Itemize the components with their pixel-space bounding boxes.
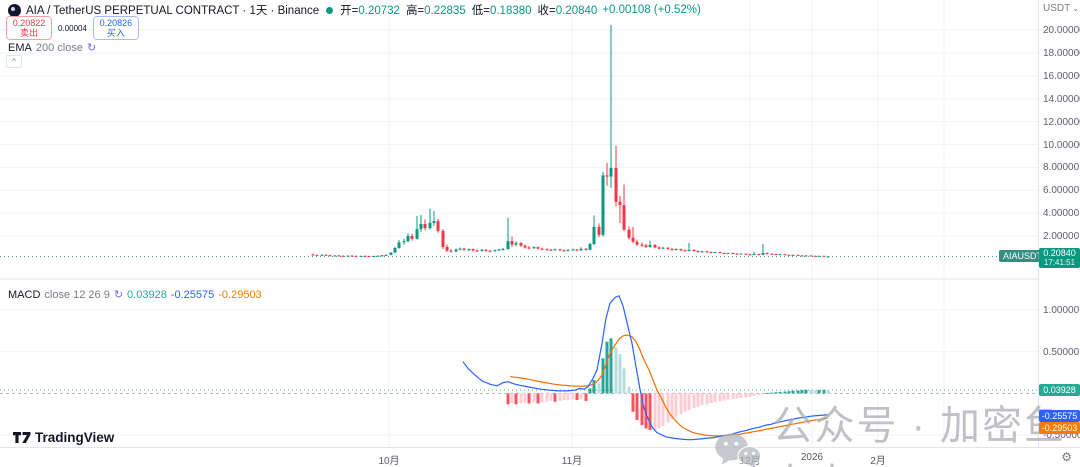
chevron-up-icon: ^: [12, 57, 16, 66]
sell-label: 卖出: [19, 28, 38, 38]
last-price-badge: 0.20840 17:41:51: [1039, 247, 1080, 268]
time-axis-label: 2026: [800, 452, 824, 463]
ohlc-item: 低=0.18380: [471, 5, 532, 17]
macd-signal-value: -0.29503: [218, 288, 262, 301]
axis-tick-label: 14.00000: [1043, 93, 1080, 105]
time-axis[interactable]: ⚙ 10月 11月 12月 2026 2月: [0, 447, 1080, 467]
axis-tick-label: 4.00000: [1043, 208, 1080, 220]
symbol-title[interactable]: AIA / TetherUS PERPETUAL CONTRACT · 1天 ·…: [26, 5, 320, 17]
ohlc-item: 开=0.20732: [340, 5, 400, 17]
macd-signal-badge: -0.29503: [1039, 421, 1080, 434]
ohlc-item: 收=0.20840: [537, 5, 598, 17]
market-status-dot: [326, 6, 334, 14]
sell-price: 0.20822: [12, 18, 46, 28]
buy-price: 0.20826: [99, 18, 133, 28]
last-price-value: 0.20840: [1043, 247, 1076, 258]
currency-label: USDT: [1043, 3, 1071, 14]
buy-button[interactable]: 0.20826 买入: [92, 16, 139, 40]
ema-legend[interactable]: EMA 200 close ↻: [8, 41, 97, 55]
axis-tick-label: 8.00000: [1043, 162, 1080, 174]
time-axis-label: 10月: [378, 456, 400, 467]
macd-hist-badge: 0.03928: [1039, 384, 1080, 397]
chart-canvas[interactable]: [0, 0, 1038, 447]
symbol-header: AIA / TetherUS PERPETUAL CONTRACT · 1天 ·…: [8, 2, 701, 18]
gear-icon[interactable]: ⚙: [1061, 450, 1072, 464]
time-axis-label: 11月: [561, 456, 583, 467]
axis-tick-label: 0.50000: [1043, 346, 1080, 358]
legend-collapse-button[interactable]: ^: [6, 55, 22, 68]
chevron-down-icon: ⌄: [1072, 4, 1079, 13]
bar-countdown: 17:41:51: [1043, 257, 1076, 267]
time-axis-label: 2月: [870, 456, 886, 467]
sell-button[interactable]: 0.20822 卖出: [6, 16, 52, 40]
chart-area[interactable]: [0, 0, 1038, 447]
tradingview-logo-text: TradingView: [35, 429, 115, 445]
tradingview-glyph-icon: [13, 432, 31, 443]
ema-name: EMA: [8, 41, 32, 54]
price-axis[interactable]: USDT⌄ 20.00000 18.00000 16.00000 14.00000 12…: [1038, 0, 1080, 447]
macd-hist-value: 0.03928: [127, 288, 167, 301]
macd-params: close 12 26 9: [44, 288, 110, 301]
axis-tick-label: 2.00000: [1043, 231, 1080, 243]
ohlc-item: 高=0.22835: [405, 5, 466, 17]
tradingview-logo[interactable]: TradingView: [12, 429, 114, 445]
axis-tick-label: 10.00000: [1043, 139, 1080, 151]
symbol-logo: [8, 3, 21, 17]
axis-tick-label: 18.00000: [1043, 48, 1080, 60]
loading-spinner-icon: ↻: [113, 289, 124, 301]
buy-label: 买入: [106, 28, 125, 38]
time-axis-label: 12月: [739, 456, 761, 467]
macd-line-badge: -0.25575: [1039, 409, 1080, 422]
currency-selector[interactable]: USDT ⌄: [1043, 3, 1079, 14]
axis-tick-label: 6.00000: [1043, 185, 1080, 197]
ema-params: 200 close: [35, 41, 83, 54]
price-change: +0.00108 (+0.52%): [602, 4, 701, 16]
macd-line-value: -0.25575: [170, 288, 215, 301]
axis-tick-label: -0.50000: [1043, 430, 1080, 442]
axis-tick-label: 12.00000: [1043, 116, 1080, 128]
trade-widget: 0.20822 卖出 0.00004 0.20826 买入: [6, 16, 139, 40]
macd-legend[interactable]: MACD close 12 26 9 ↻ 0.03928 -0.25575 -0…: [8, 288, 262, 302]
ohlc-values: 开=0.20732 高=0.22835 低=0.18380 收=0.20840: [340, 2, 597, 18]
axis-tick-label: 16.00000: [1043, 70, 1080, 82]
loading-spinner-icon: ↻: [86, 42, 97, 54]
spread-value: 0.00004: [58, 23, 87, 33]
macd-name: MACD: [8, 288, 41, 301]
axis-tick-label: 1.00000: [1043, 305, 1080, 316]
axis-tick-label: 20.00000: [1043, 25, 1080, 37]
